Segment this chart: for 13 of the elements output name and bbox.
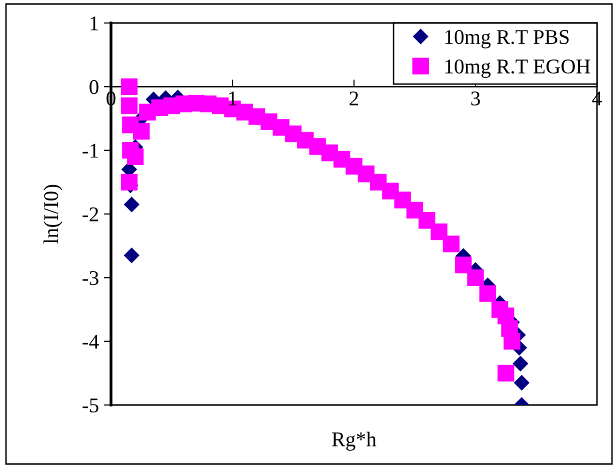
y-tick-label: 1 <box>90 16 98 30</box>
x-tick-label: 2 <box>350 91 358 106</box>
y-tick-label: 0 <box>90 80 98 94</box>
x-tick-label: 3 <box>471 91 480 106</box>
legend-label: 10mg R.T EGOH <box>445 59 590 78</box>
y-tick-label: -4 <box>82 334 99 349</box>
x-axis-title: Rg*h <box>332 432 376 451</box>
y-tick-label: -3 <box>82 271 98 286</box>
y-tick-label: -5 <box>82 398 98 412</box>
y-tick-label: -2 <box>82 207 98 222</box>
legend-label: 10mg R.T PBS <box>445 30 569 48</box>
y-axis-title: ln(I/I0) <box>44 184 62 244</box>
y-tick-label: -1 <box>82 144 98 158</box>
